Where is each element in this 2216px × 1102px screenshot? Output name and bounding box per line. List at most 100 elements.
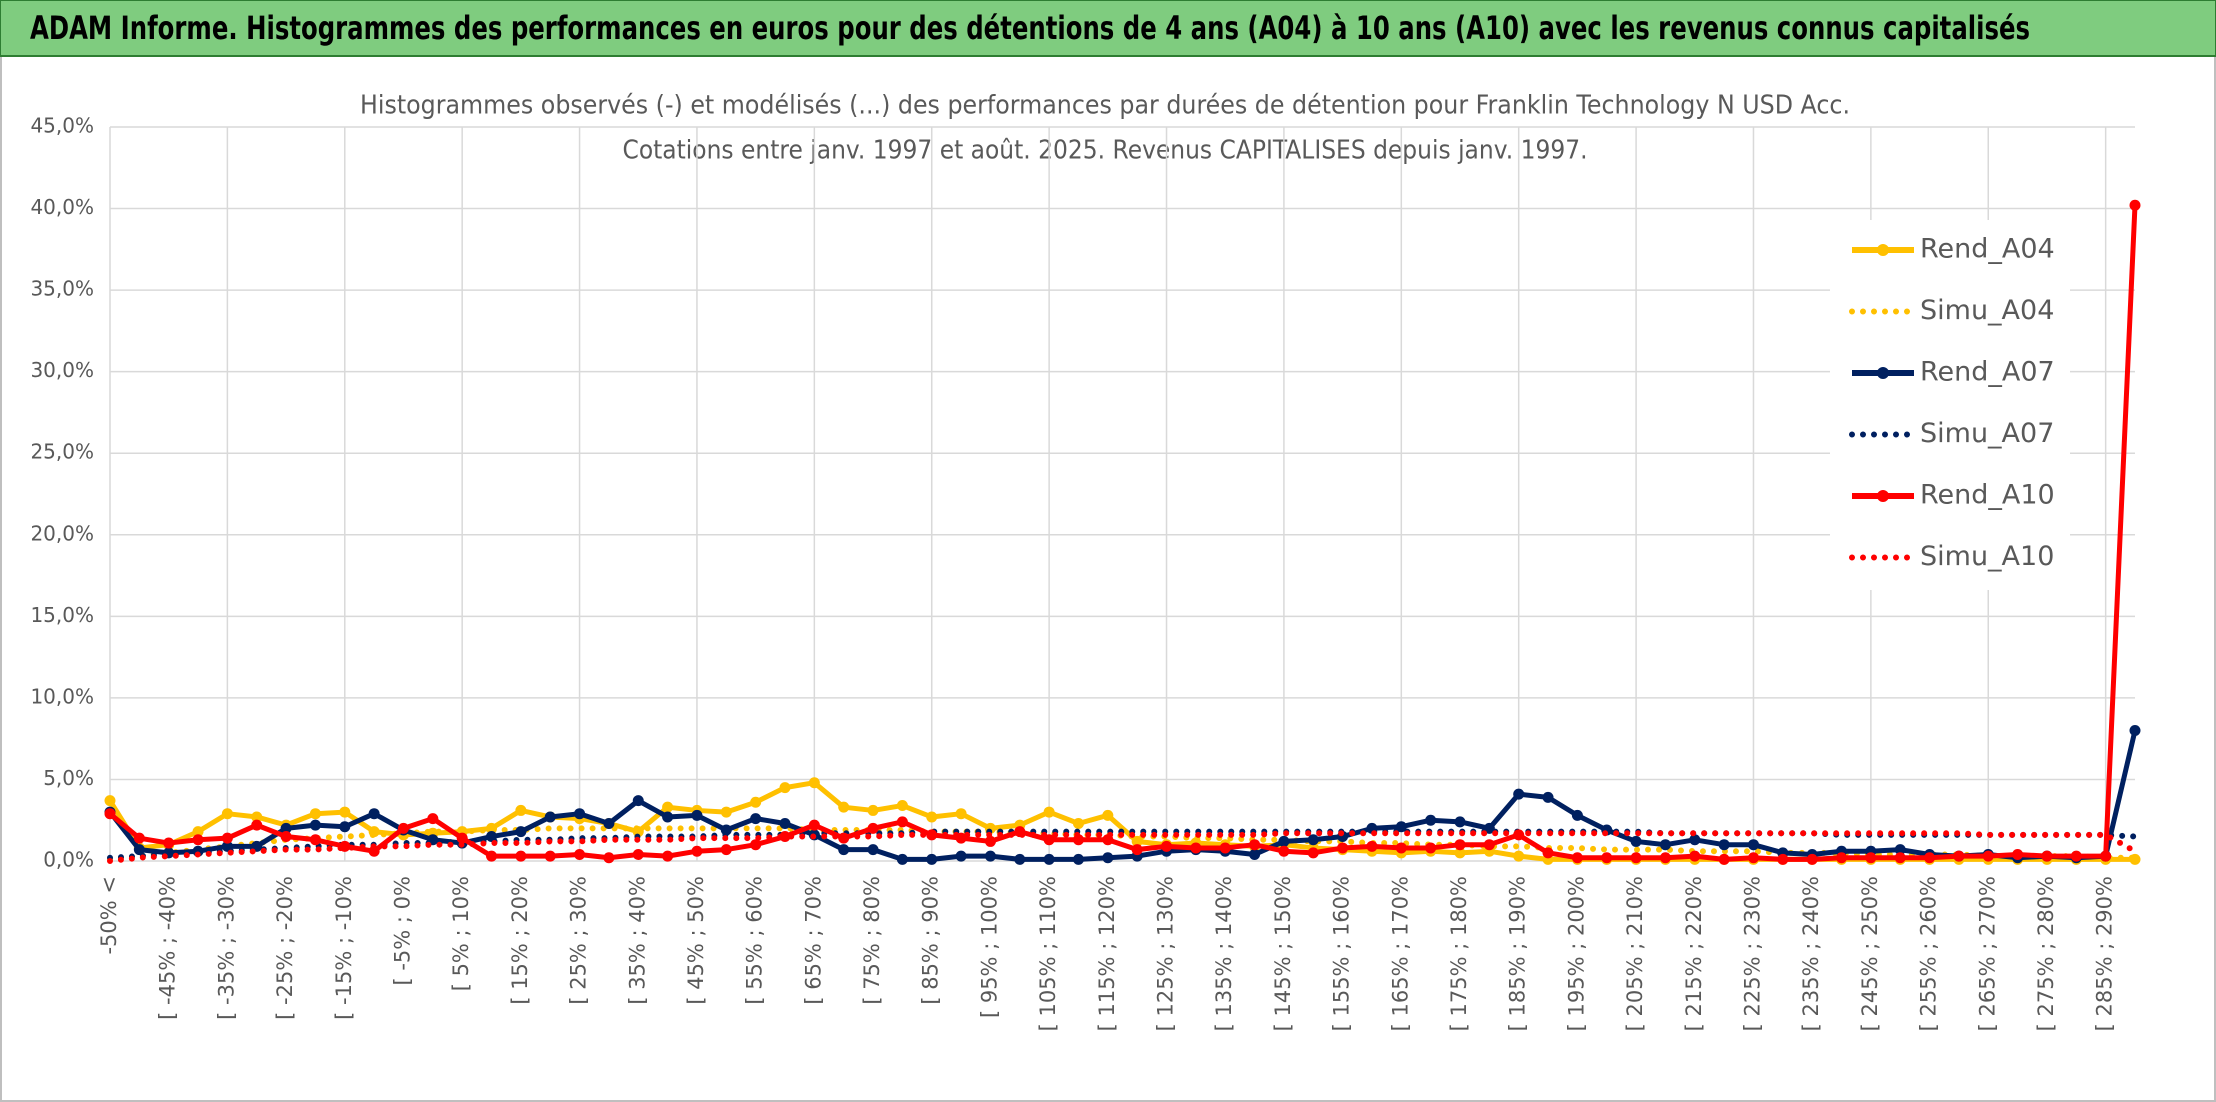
point <box>1102 852 1114 864</box>
x-tick-label: [ 175% ; 180% <box>1447 876 1471 1031</box>
point <box>1014 853 1026 865</box>
point <box>1865 852 1877 864</box>
point <box>1836 852 1848 864</box>
point <box>1718 839 1730 851</box>
point <box>1161 840 1173 852</box>
x-tick-label: [ 115% ; 120% <box>1095 876 1119 1031</box>
point <box>720 806 732 818</box>
point <box>838 801 850 813</box>
point <box>1307 834 1319 846</box>
point <box>1072 853 1084 865</box>
x-tick-label: [ 145% ; 150% <box>1271 876 1295 1031</box>
point <box>896 853 908 865</box>
point <box>1777 853 1789 865</box>
point <box>662 850 674 862</box>
point <box>1630 835 1642 847</box>
point <box>662 811 674 823</box>
point <box>984 850 996 862</box>
point <box>1425 842 1437 854</box>
point <box>926 811 938 823</box>
x-tick-label: [ 25% ; 30% <box>567 876 591 1005</box>
y-tick-label: 40,0% <box>30 195 94 219</box>
point <box>427 813 439 825</box>
point <box>1307 847 1319 859</box>
point <box>1102 809 1114 821</box>
point <box>544 850 556 862</box>
point <box>1601 852 1613 864</box>
point <box>309 819 321 831</box>
point <box>192 826 204 838</box>
point <box>2129 725 2141 737</box>
legend-marker <box>1877 367 1889 379</box>
point <box>574 808 586 820</box>
series-line <box>107 830 2138 864</box>
point <box>1249 839 1261 851</box>
point <box>1454 847 1466 859</box>
point <box>1924 852 1936 864</box>
point <box>221 808 233 820</box>
x-tick-label: [ 225% ; 230% <box>1740 876 1764 1031</box>
point <box>133 832 145 844</box>
point <box>1659 839 1671 851</box>
point <box>1043 834 1055 846</box>
point <box>1513 788 1525 800</box>
point <box>896 800 908 812</box>
point <box>368 808 380 820</box>
point <box>1043 853 1055 865</box>
point <box>1806 853 1818 865</box>
x-tick-label: [ 65% ; 70% <box>801 876 825 1005</box>
point <box>779 831 791 843</box>
point <box>574 848 586 860</box>
point <box>339 821 351 833</box>
point <box>456 832 468 844</box>
point <box>691 809 703 821</box>
point <box>603 817 615 829</box>
series-line <box>108 729 2138 862</box>
y-tick-label: 35,0% <box>30 277 94 301</box>
point <box>1571 809 1583 821</box>
point <box>397 822 409 834</box>
x-tick-label: [ 155% ; 160% <box>1330 876 1354 1031</box>
point <box>1337 842 1349 854</box>
point <box>1718 853 1730 865</box>
point <box>1366 840 1378 852</box>
y-tick-label: 0,0% <box>43 848 94 872</box>
point <box>1894 844 1906 856</box>
point <box>1630 852 1642 864</box>
point <box>1425 814 1437 826</box>
x-tick-label: [ 205% ; 210% <box>1623 876 1647 1031</box>
y-tick-label: 15,0% <box>30 603 94 627</box>
x-tick-label: [ 195% ; 200% <box>1564 876 1588 1031</box>
x-tick-label: [ 85% ; 90% <box>919 876 943 1005</box>
point <box>896 816 908 828</box>
point <box>867 844 879 856</box>
point <box>1278 835 1290 847</box>
point <box>603 852 615 864</box>
y-tick-label: 45,0% <box>30 114 94 138</box>
y-tick-label: 25,0% <box>30 440 94 464</box>
x-tick-label: [ -5% ; 0% <box>390 876 414 986</box>
point <box>309 834 321 846</box>
legend-label: Simu_A04 <box>1920 295 2054 326</box>
point <box>280 831 292 843</box>
point <box>1190 842 1202 854</box>
x-tick-label: [ 185% ; 190% <box>1506 876 1530 1031</box>
point <box>280 822 292 834</box>
point <box>544 811 556 823</box>
point <box>750 839 762 851</box>
x-tick-label: [ 95% ; 100% <box>977 876 1001 1018</box>
point <box>926 853 938 865</box>
point <box>955 808 967 820</box>
point <box>1953 850 1965 862</box>
y-tick-label: 30,0% <box>30 358 94 382</box>
point <box>720 844 732 856</box>
point <box>1982 850 1994 862</box>
point <box>515 850 527 862</box>
point <box>221 832 233 844</box>
point <box>955 850 967 862</box>
legend-label: Rend_A07 <box>1920 357 2055 388</box>
x-tick-label: [ 265% ; 270% <box>1975 876 1999 1031</box>
legend-label: Simu_A07 <box>1920 418 2054 449</box>
legend-marker <box>1877 244 1889 256</box>
x-tick-label: [ 135% ; 140% <box>1212 876 1236 1031</box>
